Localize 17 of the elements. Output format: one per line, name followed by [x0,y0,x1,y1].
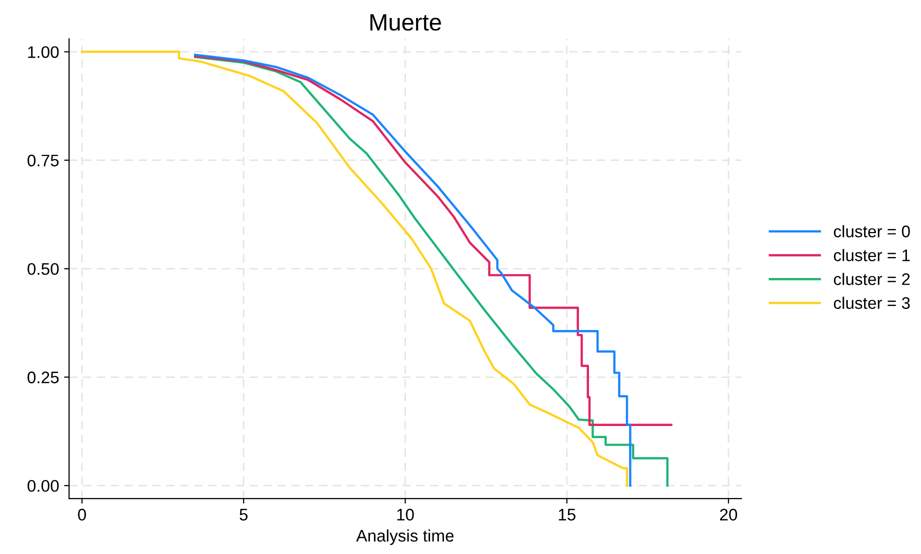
x-tick-label: 10 [397,508,414,521]
y-tick-label: 0.50 [28,263,59,275]
chart-title: Muerte [370,14,441,31]
legend-label: cluster = 2 [834,272,910,286]
x-tick-label: 20 [720,508,738,521]
x-tick-label: 15 [558,508,576,521]
legend-label: cluster = 1 [834,248,910,262]
y-tick-label: 0.00 [28,480,59,492]
legend-label: cluster = 3 [834,296,910,309]
legend-label: cluster = 0 [834,225,910,238]
x-tick-label: 0 [78,508,86,521]
y-tick-label: 0.25 [28,372,59,384]
line-series [80,50,628,487]
x-tick-label: 5 [240,508,248,521]
x-axis-title: Analysis time [356,529,454,545]
y-tick-label: 1.00 [28,46,59,58]
y-tick-label: 0.75 [28,154,59,166]
